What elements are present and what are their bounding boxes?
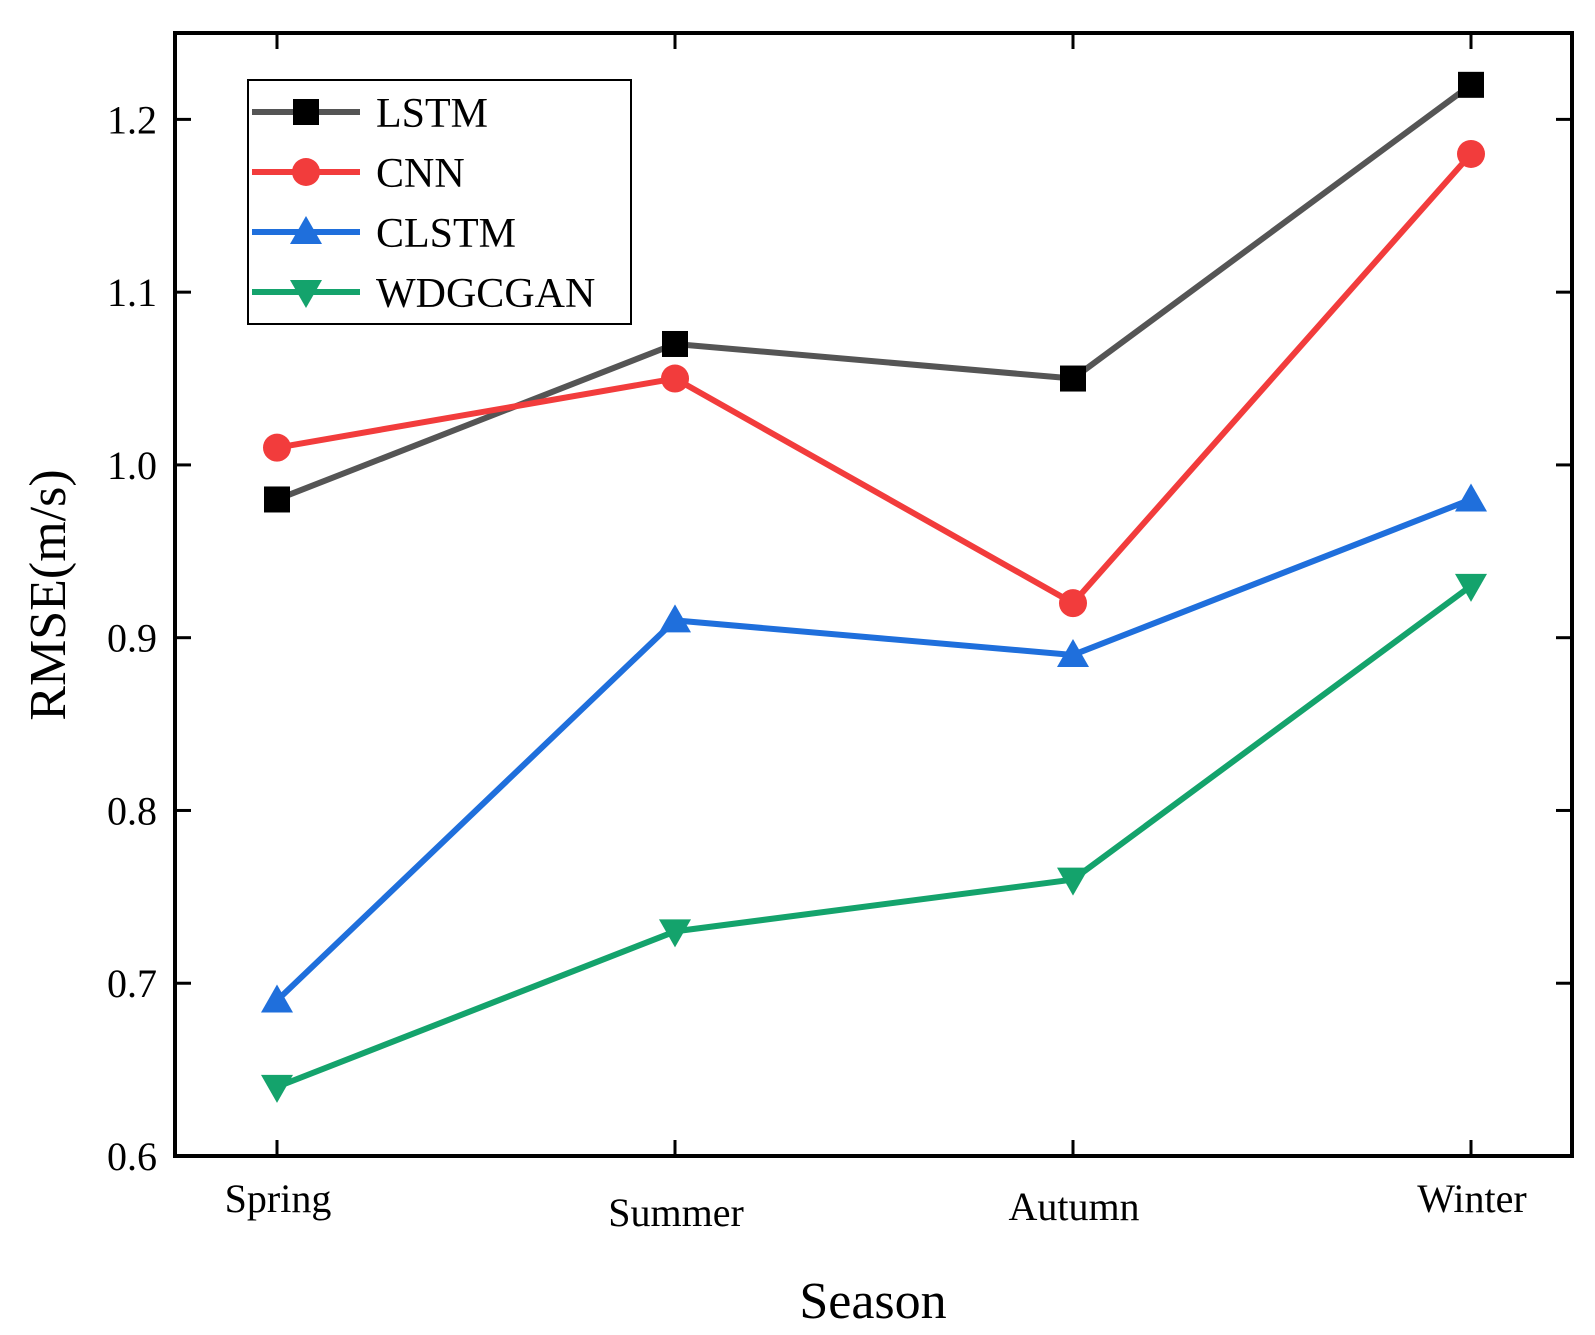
- legend-item: CNN: [252, 151, 465, 197]
- y-tick-label: 1.0: [107, 443, 157, 488]
- legend: LSTM CNN CLSTM WDGCGAN: [247, 79, 632, 325]
- legend-label: CNN: [376, 151, 465, 197]
- series-layer: [261, 71, 1487, 1103]
- legend-marker: [290, 280, 322, 308]
- y-tick-label: 0.7: [107, 961, 157, 1006]
- series-line: [275, 82, 1473, 503]
- data-point: [659, 604, 691, 633]
- legend-marker: [293, 99, 319, 125]
- data-point: [1057, 867, 1089, 896]
- x-tick-label: Winter: [1417, 1176, 1526, 1221]
- axis-layer: 0.6 0.7 0.8 0.9 1.0 1.1 1.2 Spring Summer Autumn W…: [107, 33, 1572, 1235]
- data-point: [662, 330, 688, 357]
- series-line: [276, 151, 1474, 607]
- legend-item: WDGCGAN: [252, 271, 595, 317]
- legend-marker: [290, 216, 322, 244]
- series-lstm: [264, 71, 1484, 513]
- data-point: [659, 919, 691, 948]
- data-point: [661, 364, 689, 393]
- x-tick-label: Summer: [608, 1190, 744, 1235]
- y-tick-label: 0.9: [107, 616, 157, 661]
- x-tick-label: Spring: [225, 1176, 332, 1221]
- legend-marker: [292, 158, 320, 186]
- series-line: [275, 583, 1473, 1090]
- legend-label: LSTM: [376, 91, 488, 137]
- y-axis-title: RMSE(m/s): [20, 469, 77, 720]
- series-cnn: [263, 139, 1485, 618]
- data-point: [264, 486, 290, 513]
- data-point: [261, 1074, 293, 1103]
- data-point: [1060, 365, 1086, 392]
- data-point: [1057, 638, 1089, 667]
- series-wdgcgan: [261, 573, 1487, 1103]
- x-axis-title: Season: [799, 1273, 946, 1330]
- y-tick-label: 1.2: [107, 97, 157, 142]
- y-tick-label: 1.1: [107, 270, 157, 315]
- data-point: [1059, 589, 1087, 618]
- data-point: [263, 433, 291, 462]
- y-tick-label: 0.6: [107, 1134, 157, 1179]
- legend-item: LSTM: [252, 91, 488, 137]
- data-point: [1455, 573, 1487, 602]
- series-line: [274, 496, 1473, 1003]
- series-clstm: [261, 483, 1487, 1013]
- data-point: [261, 984, 293, 1013]
- x-tick-label: Autumn: [1008, 1184, 1139, 1229]
- legend-label: WDGCGAN: [376, 271, 595, 317]
- legend-label: CLSTM: [376, 211, 516, 257]
- data-point: [1455, 483, 1487, 512]
- legend-item: CLSTM: [252, 211, 516, 257]
- data-point: [1457, 139, 1485, 168]
- y-tick-label: 0.8: [107, 788, 157, 833]
- plot-frame: [173, 31, 1574, 1158]
- data-point: [1458, 71, 1484, 98]
